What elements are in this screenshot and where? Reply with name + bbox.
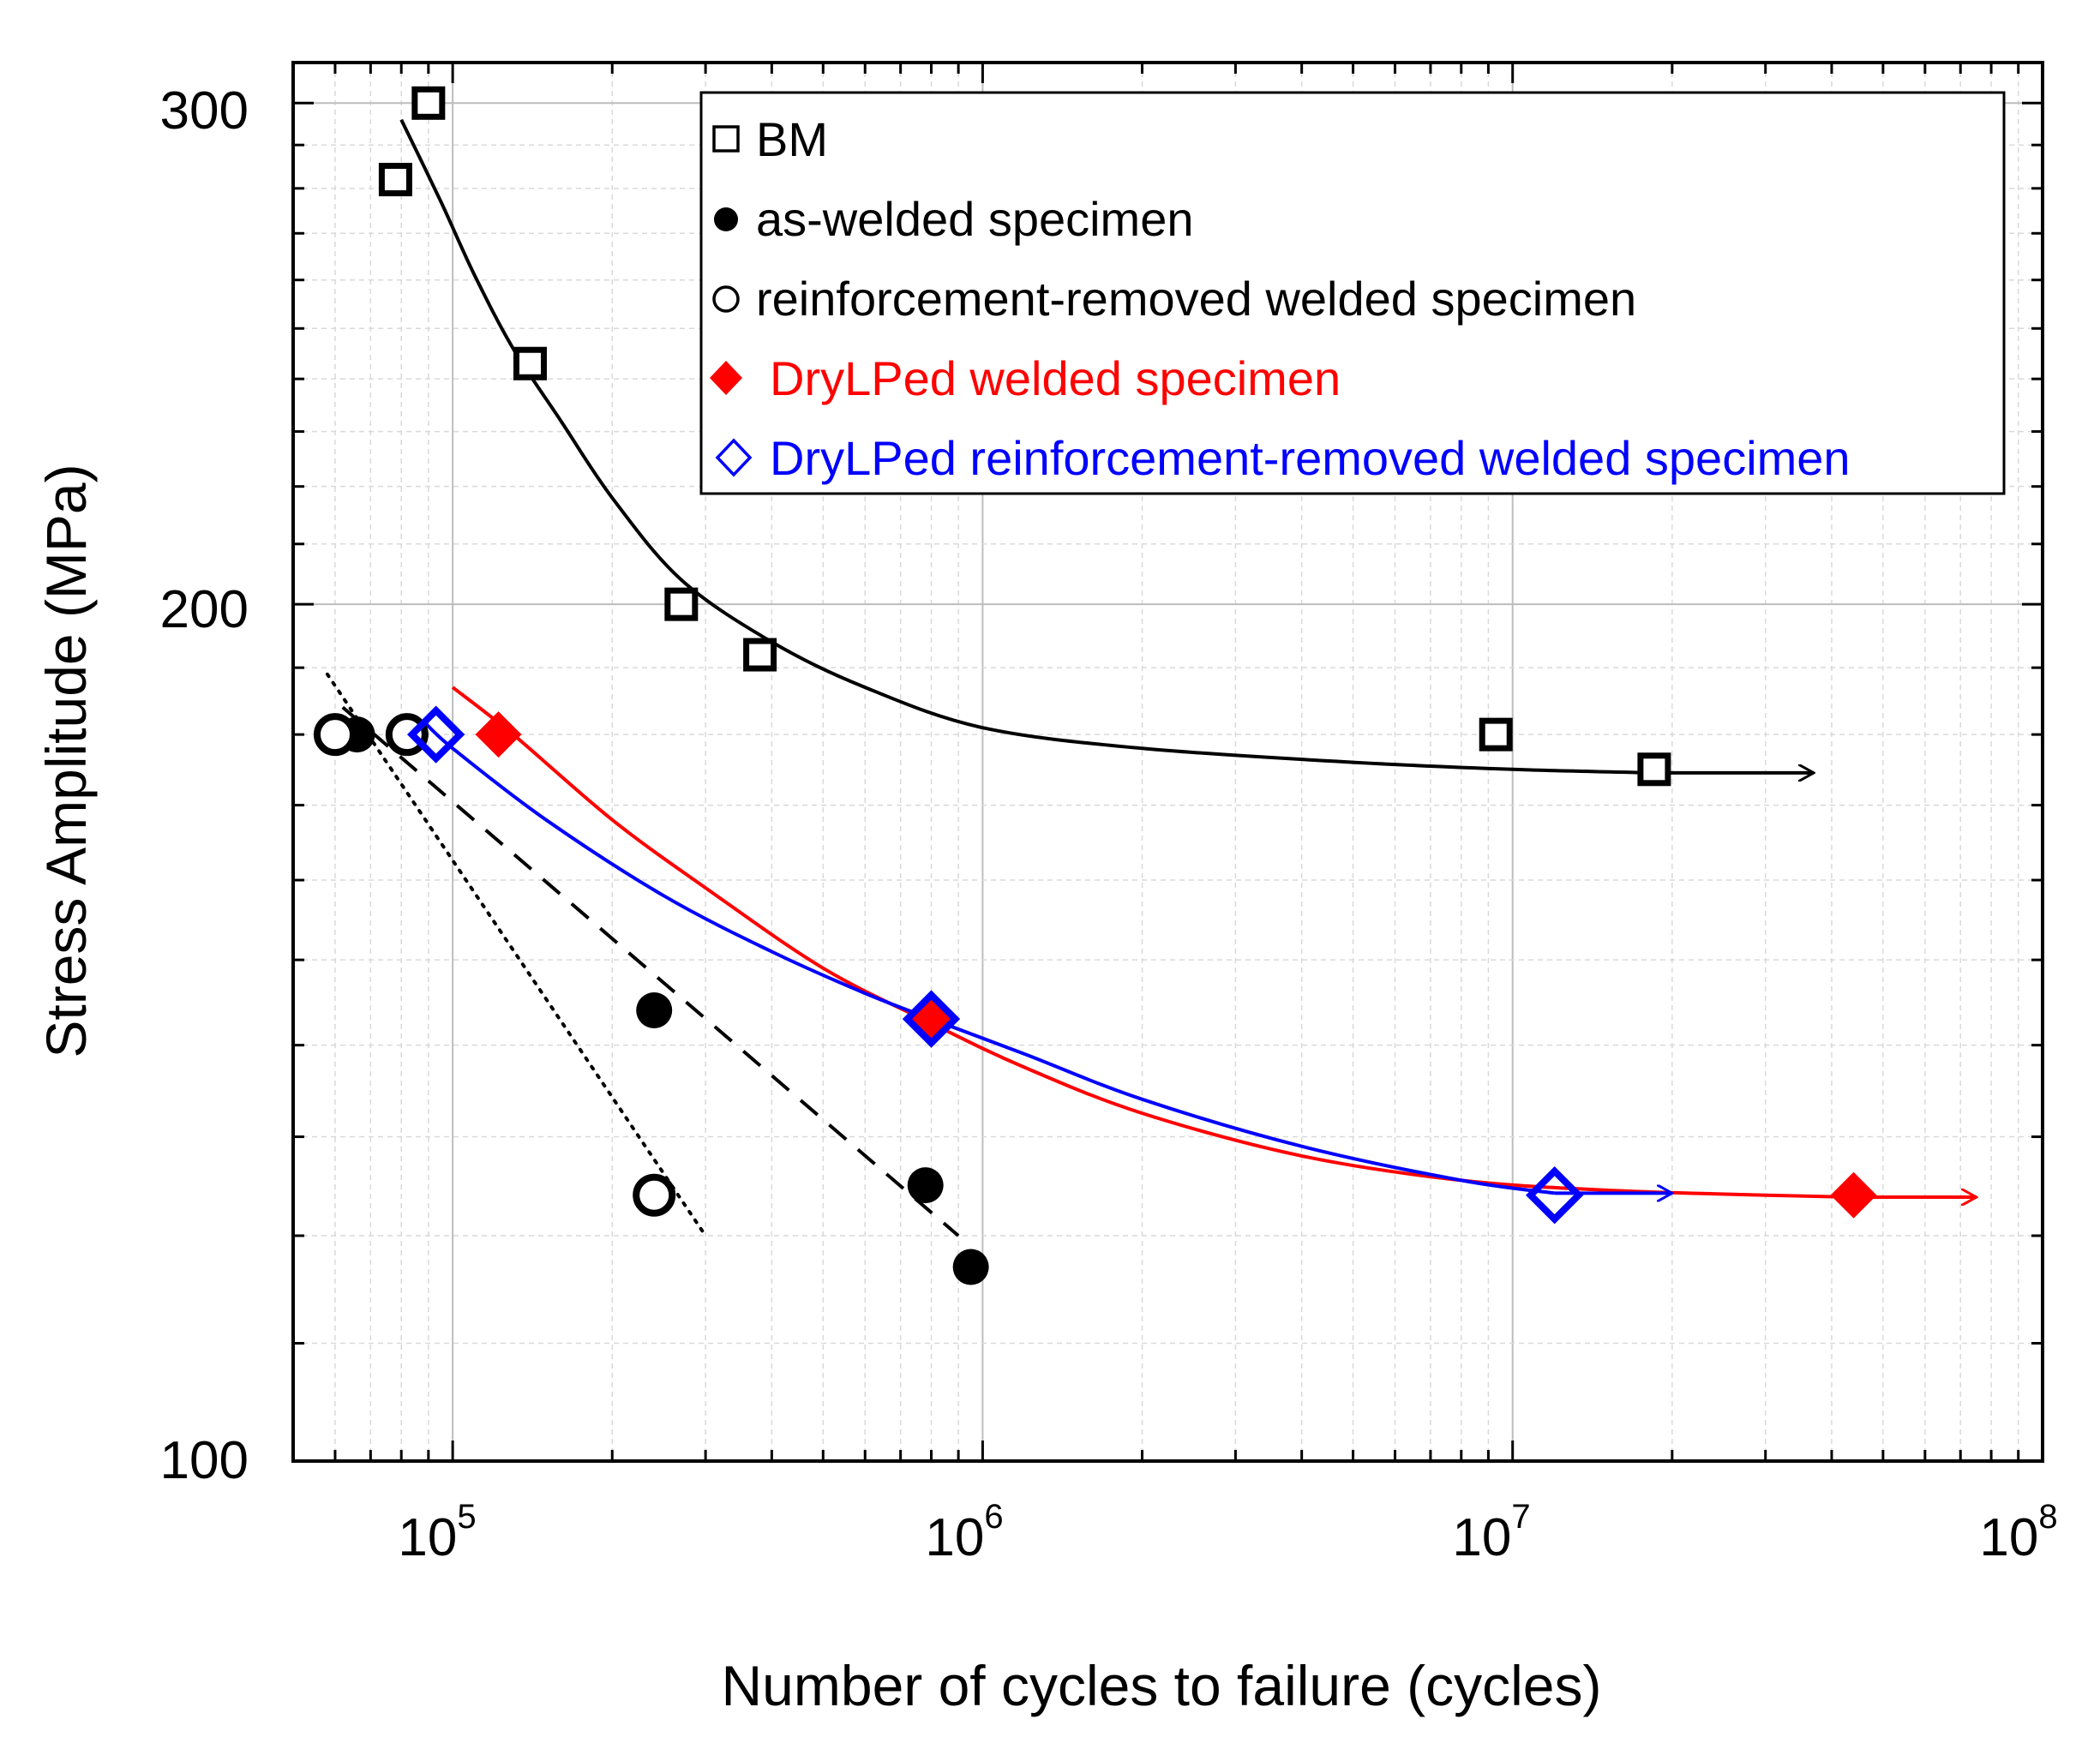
y-tick-label: 200 — [160, 580, 249, 639]
data-point-square — [378, 163, 412, 197]
legend-square-open-icon — [712, 125, 740, 153]
legend-entry-bm: BM — [712, 112, 828, 166]
legend: BM as-welded specimen reinforcement-remo… — [699, 91, 2006, 495]
y-tick-label: 300 — [160, 81, 249, 141]
legend-entry-as-welded: as-welded specimen — [714, 192, 1193, 246]
legend-box — [699, 91, 2006, 495]
fit-curve — [341, 705, 960, 1237]
data-point-open-circle — [313, 713, 357, 757]
y-tick-label: 100 — [160, 1431, 249, 1490]
legend-label: BM — [756, 112, 828, 166]
legend-filled-diamond-icon — [710, 361, 742, 395]
y-axis-labels: 100 200 300 — [160, 81, 249, 1490]
fit-curves — [325, 118, 1977, 1237]
data-point-filled-circle — [636, 992, 673, 1029]
data-point-open-circle — [385, 713, 429, 757]
legend-label: as-welded specimen — [756, 192, 1193, 246]
data-point-square — [664, 587, 699, 621]
x-tick-label: 107 — [1452, 1498, 1530, 1567]
fit-curve — [422, 719, 1555, 1195]
legend-entry-drylped-welded: DryLPed welded specimen — [710, 351, 1341, 405]
plot-frame — [291, 61, 2044, 1463]
data-point-open-diamond — [406, 705, 465, 764]
legend-label: DryLPed reinforcement-removed welded spe… — [770, 431, 1851, 485]
data-point-open-circle — [633, 1173, 676, 1217]
data-point-square — [513, 346, 547, 380]
y-axis-title: Stress Amplitude (MPa) — [34, 464, 98, 1057]
fit-curve — [451, 686, 1854, 1199]
data-point-square — [411, 86, 446, 120]
x-axis-title: Number of cycles to failure (cycles) — [722, 1654, 1602, 1717]
data-point-square — [1479, 717, 1513, 752]
x-tick-label: 106 — [925, 1498, 1003, 1567]
legend-open-diamond-icon — [715, 438, 753, 477]
data-point-filled-diamond — [1830, 1171, 1877, 1219]
axis-ticks — [291, 63, 2044, 1463]
legend-open-circle-icon — [712, 285, 740, 313]
data-point-open-diamond — [1526, 1166, 1584, 1225]
data-point-square — [743, 638, 777, 672]
legend-label: DryLPed welded specimen — [770, 351, 1341, 405]
data-point-open-diamond — [902, 990, 961, 1048]
legend-entry-reinforcement-removed: reinforcement-removed welded specimen — [712, 272, 1636, 326]
x-tick-label: 105 — [398, 1498, 476, 1567]
x-tick-label: 108 — [1979, 1498, 2057, 1567]
data-markers — [313, 86, 1877, 1285]
legend-entry-drylped-reinforcement-removed: DryLPed reinforcement-removed welded spe… — [715, 431, 1851, 485]
data-point-filled-diamond — [475, 711, 522, 758]
data-point-square — [1637, 752, 1671, 787]
data-point-filled-circle — [907, 1167, 944, 1204]
data-point-filled-circle — [952, 1249, 989, 1285]
legend-label: reinforcement-removed welded specimen — [756, 272, 1636, 326]
x-axis-labels: 105 106 107 108 — [398, 1498, 2057, 1567]
legend-filled-circle-icon — [714, 207, 738, 231]
fit-curve — [325, 672, 708, 1237]
